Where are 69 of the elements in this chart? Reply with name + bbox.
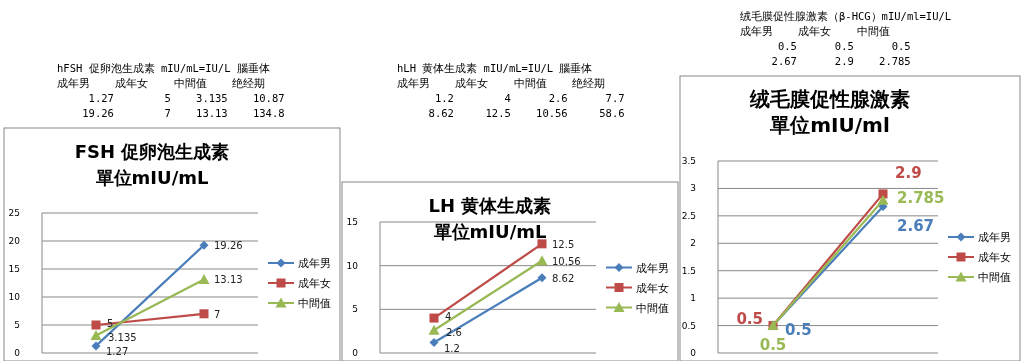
- text: 成年男 成年女 中間值: [740, 25, 890, 37]
- y-tick-label: 2.5: [681, 210, 696, 221]
- data-label: 7: [214, 308, 221, 320]
- data-label: 0.5: [736, 309, 763, 328]
- legend-label: 中間值: [978, 271, 1011, 284]
- chart-subtitle: 單位mIU/mL: [432, 221, 547, 242]
- point: [429, 338, 439, 348]
- point: [537, 239, 547, 249]
- y-tick-label: 0: [690, 348, 697, 358]
- y-tick-label: 0: [352, 348, 359, 358]
- point: [429, 313, 439, 323]
- y-tick-label: 1.5: [681, 265, 696, 276]
- text: 19.26 7 13.13 134.8: [57, 107, 285, 119]
- legend-label: 成年男: [298, 257, 331, 270]
- y-tick-label: 5: [352, 304, 358, 315]
- legend-label: 成年女: [978, 251, 1011, 264]
- legend-label: 成年女: [636, 281, 669, 295]
- y-tick-label: 0.5: [681, 320, 696, 331]
- legend-label: 成年男: [636, 261, 669, 275]
- text: hFSH 促卵泡生成素 mIU/mL=IU/L 腦垂体: [57, 62, 270, 74]
- point: [537, 273, 547, 283]
- y-tick-label: 1: [690, 293, 696, 304]
- y-tick-label: 2: [690, 238, 696, 249]
- text: 成年男 成年女 中間值 绝经期: [57, 77, 265, 89]
- point: [199, 309, 209, 319]
- text: 成年男 成年女 中間值 绝经期: [397, 77, 605, 89]
- y-tick-label: 5: [14, 320, 20, 330]
- point: [199, 240, 209, 250]
- data-label: 0.5: [785, 320, 812, 339]
- text: 2.67 2.9 2.785: [740, 55, 911, 67]
- y-tick-label: 0: [14, 348, 21, 358]
- data-label: 13.13: [214, 274, 243, 286]
- text: 8.62 12.5 10.56 58.6: [397, 107, 625, 119]
- point: [91, 341, 101, 351]
- y-tick-label: 10: [8, 292, 21, 302]
- y-tick-label: 20: [8, 236, 21, 246]
- y-tick-label: 3.5: [681, 156, 696, 166]
- text: 1.2 4 2.6 7.7: [397, 92, 625, 104]
- data-label: 4: [445, 311, 452, 323]
- chart-subtitle: 單位mIU/mL: [94, 167, 209, 188]
- legend-label: 成年男: [978, 231, 1011, 244]
- y-tick-label: 15: [8, 264, 20, 274]
- legend-label: 成年女: [298, 277, 331, 290]
- text: 1.27 5 3.135 10.87: [57, 92, 285, 104]
- text: hLH 黄体生成素 mIU/mL=IU/L 腦垂体: [397, 62, 593, 74]
- data-label: 2.785: [897, 189, 945, 208]
- data-label: 0.5: [759, 335, 787, 354]
- point: [91, 320, 101, 330]
- data-label: 19.26: [214, 240, 243, 252]
- text: 绒毛膜促性腺激素（β-HCG）mIU/ml=IU/L: [740, 10, 952, 22]
- data-label: 1.27: [106, 345, 129, 357]
- y-tick-label: 3: [690, 183, 696, 194]
- legend-label: 中間值: [636, 301, 669, 315]
- y-tick-label: 15: [346, 217, 358, 227]
- data-label: 8.62: [552, 272, 575, 284]
- chart-title: FSH 促卵泡生成素: [74, 141, 230, 162]
- data-label: 2.9: [895, 163, 922, 182]
- chart-title: LH 黄体生成素: [428, 195, 552, 216]
- data-label: 12.5: [552, 238, 575, 250]
- y-tick-label: 10: [346, 260, 359, 271]
- data-label: 3.135: [108, 332, 137, 344]
- y-tick-label: 25: [8, 208, 20, 218]
- data-label: 10.56: [552, 255, 581, 267]
- chart-subtitle: 單位mIU/ml: [769, 113, 890, 137]
- data-label: 1.2: [444, 342, 460, 354]
- chart-title: 绒毛膜促性腺激素: [749, 87, 910, 111]
- legend-label: 中間值: [298, 297, 331, 310]
- data-label: 2.67: [897, 216, 935, 235]
- text: 0.5 0.5 0.5: [740, 40, 911, 52]
